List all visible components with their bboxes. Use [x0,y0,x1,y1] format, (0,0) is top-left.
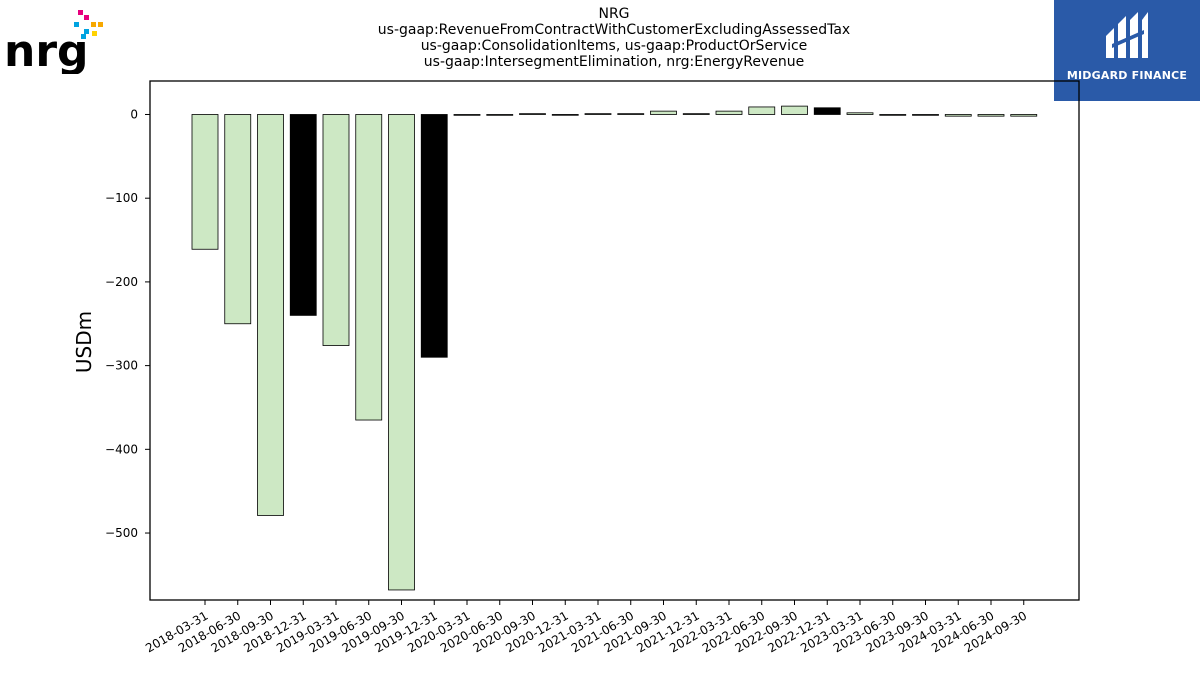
title-line-members: us-gaap:IntersegmentElimination, nrg:Ene… [423,54,805,70]
chart-title: NRG us-gaap:RevenueFromContractWithCusto… [314,6,914,70]
bar-2024-06-30 [977,114,1005,117]
bar-2022-12-31 [813,107,841,115]
bar-2020-09-30 [519,113,546,115]
bar-2021-03-31 [584,113,612,115]
title-line-concept: us-gaap:RevenueFromContractWithCustomerE… [377,22,851,38]
midgard-emblem-icon [1106,12,1148,58]
bar-2021-06-30 [617,113,645,115]
nrg-spark-icon [74,10,103,39]
bar-2023-09-30 [912,114,939,116]
title-line-axes: us-gaap:ConsolidationItems, us-gaap:Prod… [420,38,808,54]
bar-2021-12-31 [682,113,710,115]
bar-2024-09-30 [1010,114,1038,117]
nrg-wordmark: nrg [4,26,89,74]
bar-2021-09-30 [650,110,677,115]
bar-2024-03-31 [944,114,972,117]
y-tick-label: −400 [105,442,138,456]
y-tick-label: −300 [105,359,138,373]
bar-2020-06-30 [486,114,514,116]
title-line-ticker: NRG [598,6,630,22]
midgard-finance-wordmark: MIDGARD FINANCE [1066,69,1188,82]
bar-2018-03-31 [191,114,219,250]
bar-2019-12-31 [420,114,448,358]
bar-2023-06-30 [879,114,907,116]
plot-area: 0−100−200−300−400−5002018-03-312018-06-3… [105,80,1080,655]
bar-2019-03-31 [322,114,350,346]
bar-2023-03-31 [846,112,874,115]
nrg-logo: nrg [4,4,104,78]
bar-2022-06-30 [748,106,776,115]
midgard-finance-logo: MIDGARD FINANCE [1054,0,1200,101]
bar-2022-09-30 [781,105,808,115]
bar-2022-03-31 [715,110,743,115]
bar-2019-06-30 [355,114,383,421]
bar-2020-12-31 [551,114,579,116]
bar-2018-06-30 [224,114,252,325]
plot-frame [149,80,1080,601]
bar-2019-09-30 [388,114,415,591]
y-tick-label: 0 [130,107,138,121]
y-tick-label: −100 [105,191,138,205]
bar-2020-03-31 [453,114,481,116]
y-tick-label: −200 [105,275,138,289]
bar-2018-12-31 [289,114,317,316]
y-tick-label: −500 [105,526,138,540]
bar-2018-09-30 [257,114,284,516]
y-axis-label: USDm [72,311,96,373]
